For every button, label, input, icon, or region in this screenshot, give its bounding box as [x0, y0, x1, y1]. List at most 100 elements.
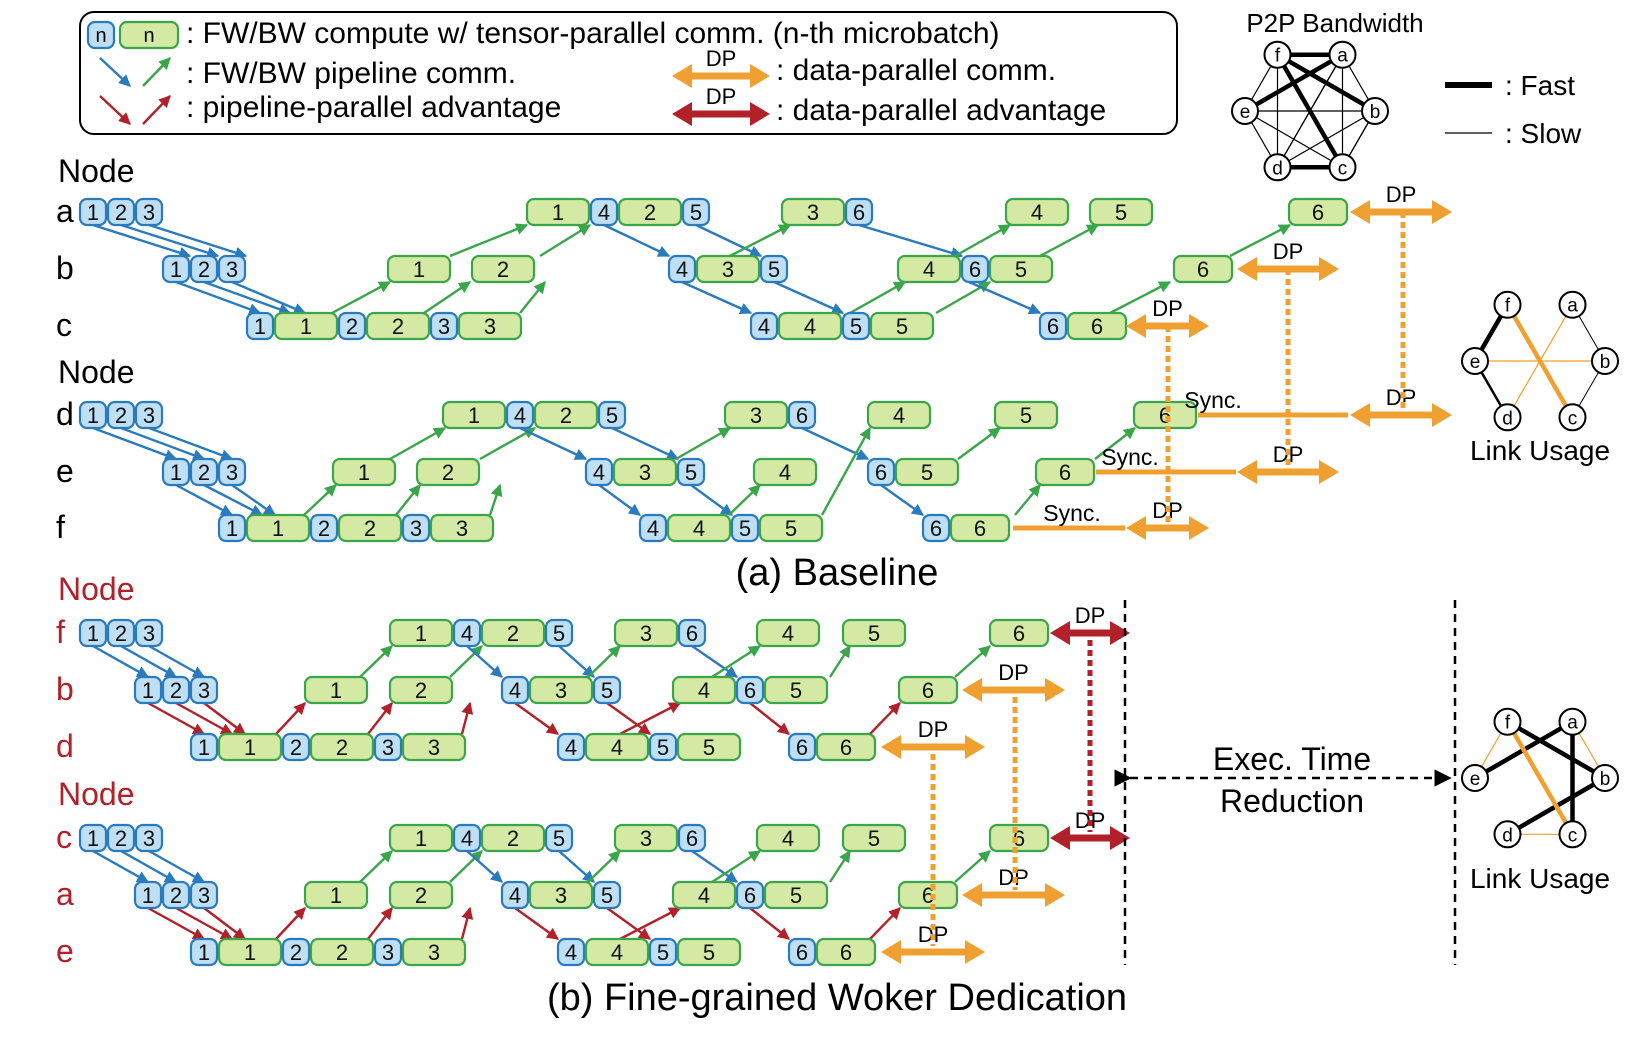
svg-text:1: 1 [254, 314, 266, 339]
svg-text:5: 5 [785, 516, 797, 541]
svg-text:2: 2 [336, 940, 348, 965]
bw-green-block: 3 [612, 457, 678, 487]
svg-text:1: 1 [170, 460, 182, 485]
link-usage-label-dedication: Link Usage [1470, 863, 1610, 894]
edge-f-b [1506, 719, 1607, 780]
stage-2-fw-block: 1 [161, 457, 191, 487]
stage-2-fw-block: 3 [217, 254, 247, 284]
bw-green-block: 6 [1287, 197, 1349, 227]
svg-text:3: 3 [382, 940, 394, 965]
stage-1-fw-block: 3 [134, 618, 164, 648]
svg-text:5: 5 [790, 678, 802, 703]
svg-text:1: 1 [170, 257, 182, 282]
fw-blue-block: 1 [189, 732, 219, 762]
bw-green-block: 2 [388, 675, 454, 705]
svg-text:2: 2 [198, 257, 210, 282]
row-label-b: b [56, 250, 74, 286]
fw-blue-block: 5 [759, 254, 789, 284]
svg-text:2: 2 [442, 460, 454, 485]
svg-text:3: 3 [640, 826, 652, 851]
fw-blue-block: 6 [844, 197, 874, 227]
fw-blue-block: 3 [429, 311, 459, 341]
bw-green-block: 4 [584, 732, 650, 762]
svg-text:4: 4 [611, 940, 623, 965]
svg-text:5: 5 [1115, 200, 1127, 225]
bw-pipeline-arrow [449, 850, 483, 883]
node-header-d: Node [58, 776, 135, 812]
bw-pipeline-arrow [1039, 223, 1100, 258]
bw-pipeline-arrow [423, 281, 471, 314]
bw-green-block: 3 [613, 823, 679, 853]
bw-pipeline-arrow [828, 644, 852, 678]
fw-pipeline-arrow [466, 850, 503, 883]
bw-green-block: 3 [429, 513, 495, 543]
svg-text:6: 6 [1047, 314, 1059, 339]
svg-text:3: 3 [410, 516, 422, 541]
svg-text:4: 4 [593, 460, 605, 485]
svg-text:4: 4 [923, 257, 935, 282]
fw-blue-block: 4 [500, 880, 530, 910]
pipeline-advantage-arrow [460, 701, 474, 735]
svg-text:c: c [1568, 408, 1578, 429]
bw-green-block: 4 [755, 823, 821, 853]
graph-node-c [1558, 403, 1587, 432]
bw-green-block: 2 [309, 937, 375, 967]
svg-text:3: 3 [198, 883, 210, 908]
svg-text:1: 1 [244, 940, 256, 965]
fw-pipeline-arrow [175, 483, 234, 517]
svg-text:4: 4 [509, 678, 521, 703]
fw-pipeline-arrow [695, 223, 763, 258]
legend-dp-comm-arrow: DP [672, 46, 770, 88]
svg-text:3: 3 [143, 200, 155, 225]
bw-green-block: 6 [988, 823, 1050, 853]
bw-green-block: 1 [217, 732, 283, 762]
svg-text:n: n [95, 25, 106, 47]
svg-text:4: 4 [565, 940, 577, 965]
svg-text:DP: DP [706, 46, 737, 71]
fw-pipeline-arrow [120, 644, 178, 679]
bw-green-block: 5 [988, 254, 1054, 284]
fw-pipeline-arrow [558, 645, 595, 678]
stage-2-fw-block: 3 [217, 457, 247, 487]
bw-pipeline-arrow [449, 645, 483, 678]
bw-green-block: 2 [365, 311, 431, 341]
exec-time-label-line1: Exec. Time [1213, 741, 1371, 777]
bw-green-block: 5 [763, 675, 829, 705]
link-usage-graph-baseline: a b c d e f [1461, 290, 1619, 432]
legend-dp-adv-arrow: DP [672, 84, 770, 126]
svg-text:6: 6 [1059, 460, 1071, 485]
pipeline-advantage-arrow [147, 906, 206, 941]
graph-node-a [1328, 40, 1357, 69]
row-label-e: e [56, 933, 74, 969]
svg-text:6: 6 [796, 403, 808, 428]
svg-text:d: d [1502, 825, 1513, 846]
pipeline-advantage-arrow [367, 907, 393, 940]
stage-2-fw-block: 2 [189, 457, 219, 487]
svg-text:5: 5 [768, 257, 780, 282]
sync-label-f: Sync. [1043, 500, 1101, 526]
comm-arrows [92, 223, 1292, 941]
svg-text:3: 3 [428, 735, 440, 760]
stage-1-fw-block: 2 [106, 618, 136, 648]
pipeline-advantage-arrow [175, 906, 234, 941]
legend-blue-box [86, 20, 116, 50]
fw-blue-block: 3 [401, 513, 431, 543]
fw-blue-block: 4 [589, 197, 619, 227]
svg-text:2: 2 [290, 940, 302, 965]
svg-text:2: 2 [170, 883, 182, 908]
svg-text:4: 4 [514, 403, 526, 428]
bw-green-block: 6 [1034, 457, 1096, 487]
svg-text:5: 5 [739, 516, 751, 541]
bw-pipeline-arrow [711, 644, 762, 679]
svg-text:6: 6 [853, 200, 865, 225]
svg-text:1: 1 [330, 883, 342, 908]
svg-text:5: 5 [657, 735, 669, 760]
fw-blue-block: 2 [281, 937, 311, 967]
svg-text:6: 6 [686, 826, 698, 851]
stage-1-fw-block: 1 [78, 823, 108, 853]
link-usage-label-baseline: Link Usage [1470, 435, 1610, 466]
row-label-d: d [56, 396, 74, 432]
fw-pipeline-arrow [611, 426, 680, 461]
fw-pipeline-arrow [92, 644, 150, 679]
